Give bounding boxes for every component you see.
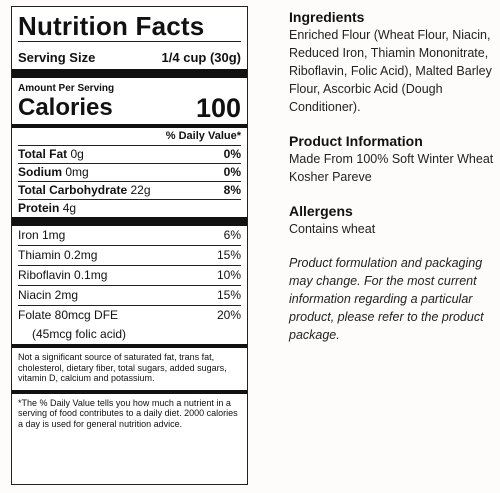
divider <box>18 163 241 164</box>
vitamin-dv: 15% <box>216 248 241 262</box>
daily-value-footnote: *The % Daily Value tells you how much a … <box>18 397 238 429</box>
folic-acid-amount: (45mcg folic acid) <box>32 327 127 341</box>
divider <box>18 41 241 42</box>
divider <box>18 181 241 182</box>
vitamin-dv: 10% <box>216 268 241 282</box>
product-info-heading: Product Information <box>289 133 423 149</box>
serving-size-value: 1/4 cup (30g) <box>161 50 241 65</box>
vitamin-dv: 20% <box>216 308 241 322</box>
nutrient-row-total-carbohydrate: Total Carbohydrate 22g 8% <box>18 182 241 199</box>
medium-divider <box>12 344 247 348</box>
vitamin-dv: 15% <box>216 288 241 302</box>
not-significant-note: Not a significant source of saturated fa… <box>18 352 227 383</box>
nutrient-name: Protein <box>18 201 60 215</box>
vitamin-dv: 6% <box>223 228 241 242</box>
amount-per-serving: Amount Per Serving <box>18 83 115 94</box>
medium-divider <box>12 124 247 128</box>
allergens-heading: Allergens <box>289 203 353 219</box>
vitamin-row-folate: Folate 80mcg DFE 20% <box>18 306 241 325</box>
calories-value: 100 <box>195 93 241 123</box>
heavy-divider <box>12 217 247 226</box>
vitamin-row-thiamin: Thiamin 0.2mg 15% <box>18 246 241 265</box>
nutrient-name: Total Carbohydrate <box>18 183 128 197</box>
nutrient-amount: 4g <box>62 201 77 215</box>
ingredients-text: Enriched Flour (Wheat Flour, Niacin, Red… <box>289 28 492 114</box>
nutrient-amount: 0mg <box>65 165 89 179</box>
vitamin-name: Riboflavin 0.1mg <box>18 268 108 282</box>
serving-size-row: Serving Size 1/4 cup (30g) <box>18 47 241 69</box>
vitamin-name: Niacin 2mg <box>18 288 79 302</box>
nutrient-name: Total Fat <box>18 147 68 161</box>
ingredients-heading: Ingredients <box>289 9 365 25</box>
divider <box>18 285 241 286</box>
packaging-disclaimer: Product formulation and packaging may ch… <box>289 256 484 342</box>
calories-row: Calories 100 <box>18 93 241 123</box>
product-info-line: Kosher Pareve <box>289 170 372 184</box>
product-info-panel: Ingredients Enriched Flour (Wheat Flour,… <box>289 8 494 344</box>
serving-size-label: Serving Size <box>18 50 96 65</box>
vitamin-name: Iron 1mg <box>18 228 66 242</box>
nutrient-row-sodium: Sodium 0mg 0% <box>18 164 241 181</box>
nutrient-name: Sodium <box>18 165 62 179</box>
nutrient-dv: 8% <box>223 183 241 197</box>
product-info-line: Made From 100% Soft Winter Wheat <box>289 152 494 166</box>
nutrition-facts-title: Nutrition Facts <box>18 11 205 41</box>
nutrient-amount: 0g <box>70 147 84 161</box>
divider <box>18 245 241 246</box>
nutrient-amount: 22g <box>130 183 151 197</box>
divider <box>18 145 241 146</box>
folate-subline: (45mcg folic acid) <box>18 325 241 344</box>
nutrient-row-protein: Protein 4g <box>18 200 241 217</box>
nutrition-facts-label: Nutrition Facts Serving Size 1/4 cup (30… <box>11 6 248 485</box>
heavy-divider <box>12 69 247 78</box>
vitamin-name: Thiamin 0.2mg <box>18 248 98 262</box>
vitamin-row-niacin: Niacin 2mg 15% <box>18 286 241 305</box>
vitamin-name: Folate 80mcg DFE <box>18 308 119 322</box>
divider <box>18 199 241 200</box>
vitamin-row-iron: Iron 1mg 6% <box>18 226 241 245</box>
nutrient-dv: 0% <box>223 147 241 161</box>
nutrient-dv: 0% <box>223 165 241 179</box>
nutrient-row-total-fat: Total Fat 0g 0% <box>18 146 241 163</box>
divider <box>18 305 241 306</box>
vitamin-row-riboflavin: Riboflavin 0.1mg 10% <box>18 266 241 285</box>
daily-value-header: % Daily Value* <box>165 130 241 142</box>
medium-divider <box>12 389 247 394</box>
allergens-text: Contains wheat <box>289 222 376 236</box>
calories-label: Calories <box>18 94 113 121</box>
divider <box>18 265 241 266</box>
